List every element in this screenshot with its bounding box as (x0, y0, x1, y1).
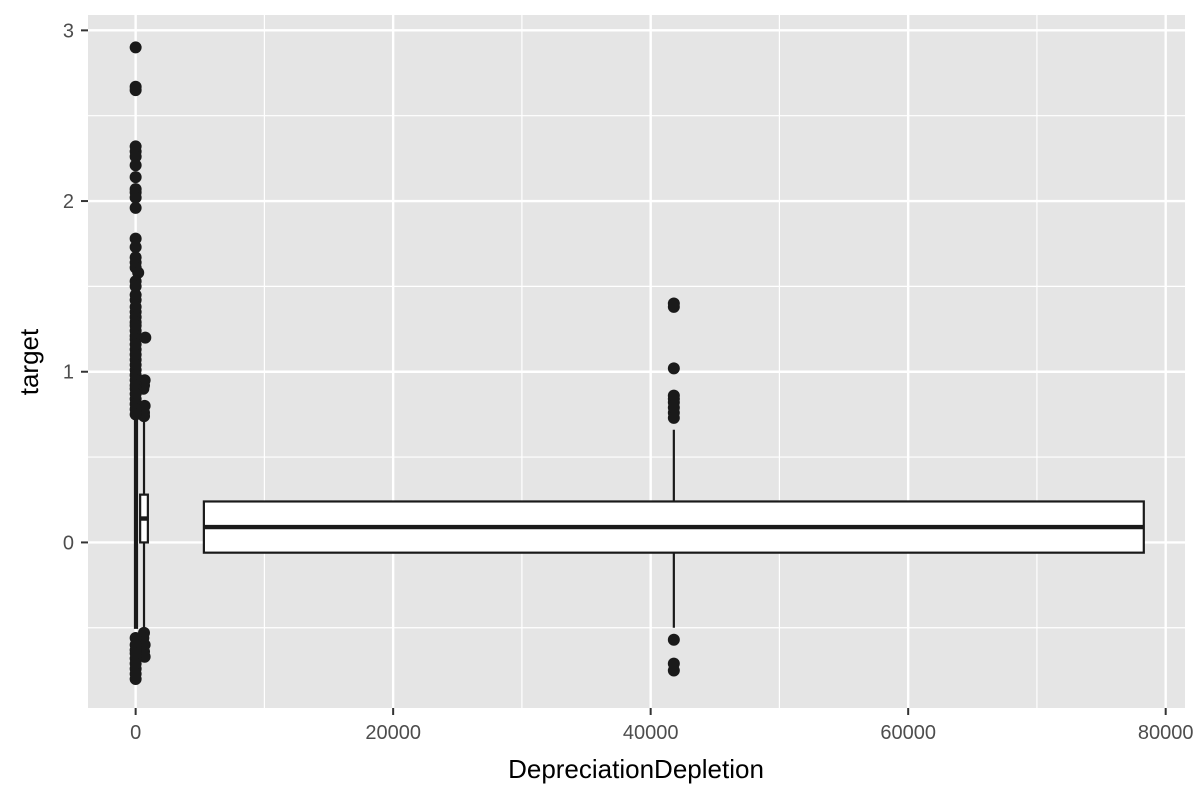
outlier-point (129, 41, 142, 54)
outlier-point (667, 633, 680, 646)
outlier-point (129, 241, 142, 254)
outlier-point (667, 389, 680, 402)
x-axis-title: DepreciationDepletion (508, 754, 764, 784)
y-tick-label: 3 (63, 20, 74, 42)
outlier-point (129, 232, 142, 245)
outlier-point (139, 331, 152, 344)
x-tick-label: 80000 (1138, 722, 1194, 744)
x-tick-label: 20000 (365, 722, 421, 744)
outlier-point (129, 672, 142, 685)
outlier-point (667, 664, 680, 677)
y-tick-label: 1 (63, 362, 74, 384)
outlier-point (667, 362, 680, 375)
outlier-point (129, 191, 142, 204)
outlier-point (129, 201, 142, 214)
outlier-point (129, 150, 142, 163)
y-axis-title: target (14, 328, 44, 395)
x-tick-label: 60000 (880, 722, 936, 744)
outlier-point (129, 171, 142, 184)
outlier-point (138, 399, 151, 412)
plot-panel (88, 15, 1185, 708)
box-layer (133, 418, 1145, 632)
x-tick-label: 0 (130, 722, 141, 744)
outlier-point (667, 297, 680, 310)
outlier-layer (129, 41, 680, 685)
y-tick-label: 2 (63, 191, 74, 213)
x-tick-label: 40000 (623, 722, 679, 744)
outlier-point (129, 84, 142, 97)
outlier-point (129, 280, 142, 293)
outlier-point (129, 408, 142, 421)
y-tick-label: 0 (63, 532, 74, 554)
axis-layer: 0 20000 40000 60000 80000 0 1 2 3 (63, 20, 1194, 744)
outlier-point (138, 650, 151, 663)
outlier-point (129, 159, 142, 172)
